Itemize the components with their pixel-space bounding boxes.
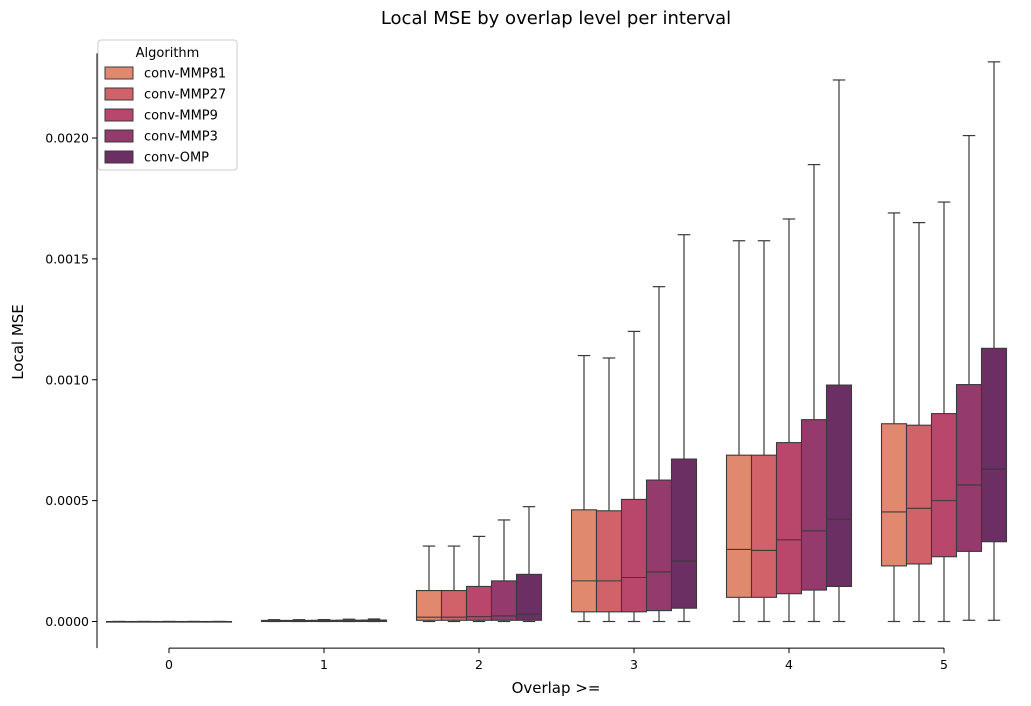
box-conv-MMP81-2 <box>415 545 443 623</box>
box-body <box>775 442 803 595</box>
x-axis-label: Overlap >= <box>512 679 601 697</box>
x-tick-label: 3 <box>630 657 638 672</box>
box-conv-MMP81-0 <box>105 620 133 623</box>
plot-area <box>105 61 1008 623</box>
box-conv-MMP9-4 <box>775 218 803 623</box>
y-tick-label: 0.0000 <box>45 614 89 629</box>
box-conv-MMP9-0 <box>155 620 183 623</box>
box-body <box>465 585 493 621</box>
box-conv-MMP9-5 <box>930 201 958 623</box>
box-body <box>620 498 648 613</box>
legend: Algorithm conv-MMP81 conv-MMP27 conv-MMP9 co… <box>97 39 238 171</box>
box-body <box>880 423 908 567</box>
box-conv-MMP9-3 <box>620 330 648 623</box>
box-conv-MMP81-5 <box>880 212 908 623</box>
box-conv-OMP-2 <box>515 506 543 623</box>
x-axis: 0 1 2 3 4 5 <box>165 647 948 672</box>
box-conv-MMP27-1 <box>285 619 313 623</box>
box-conv-MMP27-2 <box>440 545 468 623</box>
box-body <box>670 458 698 609</box>
box-conv-MMP3-1 <box>335 618 363 623</box>
box-conv-OMP-1 <box>360 618 388 623</box>
x-tick-label: 5 <box>940 657 948 672</box>
box-conv-OMP-3 <box>670 234 698 623</box>
x-tick-label: 1 <box>320 657 328 672</box>
legend-label: conv-MMP9 <box>144 109 218 124</box>
box-body <box>490 580 518 621</box>
legend-label: conv-MMP3 <box>144 130 218 145</box>
legend-swatch <box>104 87 134 101</box>
box-conv-MMP81-1 <box>260 619 288 623</box>
y-axis-label: Local MSE <box>9 304 27 380</box>
box-conv-OMP-5 <box>980 61 1008 621</box>
chart-title: Local MSE by overlap level per interval <box>381 8 731 29</box>
box-conv-MMP3-3 <box>645 286 673 623</box>
box-conv-MMP9-2 <box>465 535 493 623</box>
box-body <box>930 413 958 558</box>
legend-swatch <box>104 150 134 164</box>
legend-item-conv-OMP: conv-OMP <box>104 150 209 166</box>
legend-item-conv-MMP9: conv-MMP9 <box>104 108 218 124</box>
legend-label: conv-OMP <box>144 151 209 166</box>
box-body <box>515 573 543 621</box>
box-body <box>440 590 468 621</box>
box-conv-MMP3-2 <box>490 519 518 623</box>
box-body <box>415 590 443 621</box>
box-conv-MMP27-0 <box>130 620 158 623</box>
y-tick-label: 0.0020 <box>45 131 89 146</box>
box-conv-MMP3-4 <box>800 163 828 623</box>
legend-label: conv-MMP81 <box>144 67 226 82</box>
box-body <box>905 424 933 565</box>
box-body <box>955 384 983 552</box>
box-conv-MMP27-3 <box>595 357 623 623</box>
legend-item-conv-MMP81: conv-MMP81 <box>104 66 226 82</box>
x-tick-label: 4 <box>785 657 793 672</box>
legend-swatch <box>104 66 134 80</box>
y-axis: 0.0000 0.0005 0.0010 0.0015 0.0020 <box>45 53 98 649</box>
box-body <box>570 509 598 613</box>
legend-title: Algorithm <box>136 46 200 61</box>
box-body <box>980 347 1008 543</box>
box-conv-MMP3-5 <box>955 134 983 621</box>
y-tick-label: 0.0015 <box>45 251 89 266</box>
y-tick-label: 0.0010 <box>45 372 89 387</box>
box-conv-MMP3-0 <box>180 620 208 623</box>
legend-swatch <box>104 129 134 143</box>
box-body <box>645 479 673 612</box>
box-conv-MMP27-4 <box>750 240 778 623</box>
box-conv-MMP27-5 <box>905 222 933 623</box>
legend-item-conv-MMP3: conv-MMP3 <box>104 129 218 145</box>
box-body <box>800 419 828 591</box>
box-body <box>725 454 753 598</box>
box-body <box>750 454 778 598</box>
legend-label: conv-MMP27 <box>144 88 226 103</box>
box-conv-MMP81-4 <box>725 240 753 623</box>
x-tick-label: 0 <box>165 657 173 672</box>
box-body <box>595 510 623 613</box>
box-conv-MMP81-3 <box>570 354 598 623</box>
box-conv-MMP9-1 <box>310 618 338 623</box>
y-tick-label: 0.0005 <box>45 493 89 508</box>
legend-item-conv-MMP27: conv-MMP27 <box>104 87 226 103</box>
x-tick-label: 2 <box>475 657 483 672</box>
box-conv-OMP-4 <box>825 79 853 623</box>
box-conv-OMP-0 <box>205 620 233 623</box>
legend-swatch <box>104 108 134 122</box>
box-body <box>825 384 853 587</box>
